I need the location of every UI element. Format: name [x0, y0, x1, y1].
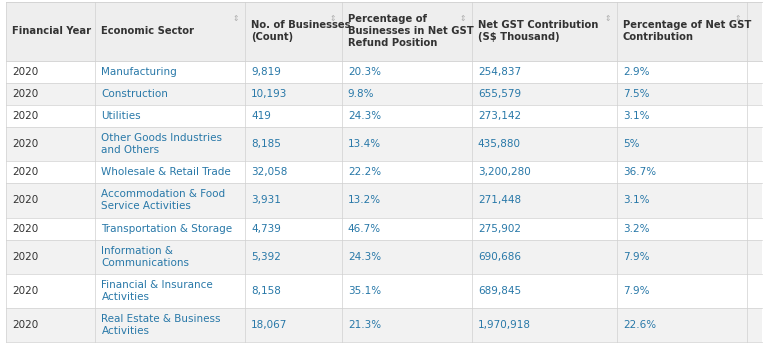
Text: 689,845: 689,845	[478, 286, 521, 296]
Text: 5%: 5%	[623, 139, 640, 149]
Text: 7.5%: 7.5%	[623, 89, 650, 99]
Text: 2.9%: 2.9%	[623, 67, 650, 77]
Text: 2020: 2020	[12, 195, 38, 206]
Text: 10,193: 10,193	[251, 89, 287, 99]
Text: 46.7%: 46.7%	[348, 224, 381, 234]
Text: 36.7%: 36.7%	[623, 167, 656, 177]
Bar	[6, 183, 762, 218]
Text: Net GST Contribution
(S$ Thousand): Net GST Contribution (S$ Thousand)	[478, 20, 598, 43]
Text: 2020: 2020	[12, 224, 38, 234]
Text: 271,448: 271,448	[478, 195, 521, 206]
Text: 435,880: 435,880	[478, 139, 521, 149]
Text: 2020: 2020	[12, 67, 38, 77]
Text: Economic Sector: Economic Sector	[101, 27, 194, 36]
Text: Information &
Communications: Information & Communications	[101, 246, 190, 267]
Text: 2020: 2020	[12, 111, 38, 121]
Text: 3.2%: 3.2%	[623, 224, 650, 234]
Text: Transportation & Storage: Transportation & Storage	[101, 224, 233, 234]
Text: 18,067: 18,067	[251, 320, 287, 330]
Text: 35.1%: 35.1%	[348, 286, 381, 296]
Text: Percentage of Net GST
Contribution: Percentage of Net GST Contribution	[623, 20, 751, 43]
Text: 275,902: 275,902	[478, 224, 521, 234]
Text: 9,819: 9,819	[251, 67, 281, 77]
Text: ⇕: ⇕	[233, 14, 239, 23]
Text: 13.2%: 13.2%	[348, 195, 381, 206]
Text: 5,392: 5,392	[251, 252, 281, 262]
Text: 690,686: 690,686	[478, 252, 521, 262]
Text: 3.1%: 3.1%	[623, 195, 650, 206]
Text: 2020: 2020	[12, 320, 38, 330]
Text: 22.2%: 22.2%	[348, 167, 381, 177]
Text: 22.6%: 22.6%	[623, 320, 656, 330]
Bar	[6, 239, 762, 274]
Text: Utilities: Utilities	[101, 111, 141, 121]
Text: 254,837: 254,837	[478, 67, 521, 77]
Text: 3.1%: 3.1%	[623, 111, 650, 121]
Text: Real Estate & Business
Activities: Real Estate & Business Activities	[101, 314, 221, 336]
Text: ⇕: ⇕	[459, 14, 465, 23]
Text: 2020: 2020	[12, 89, 38, 99]
Text: Other Goods Industries
and Others: Other Goods Industries and Others	[101, 133, 223, 155]
Text: 13.4%: 13.4%	[348, 139, 381, 149]
Bar	[6, 83, 762, 105]
Text: Financial Year: Financial Year	[12, 27, 91, 36]
Text: No. of Businesses
(Count): No. of Businesses (Count)	[251, 20, 351, 43]
Text: Financial & Insurance
Activities: Financial & Insurance Activities	[101, 280, 214, 302]
Text: 2020: 2020	[12, 167, 38, 177]
Bar	[6, 218, 762, 239]
Text: 3,200,280: 3,200,280	[478, 167, 531, 177]
Text: 20.3%: 20.3%	[348, 67, 381, 77]
Text: 8,158: 8,158	[251, 286, 281, 296]
Text: 273,142: 273,142	[478, 111, 521, 121]
Bar	[6, 61, 762, 83]
Text: Construction: Construction	[101, 89, 168, 99]
Text: 2020: 2020	[12, 286, 38, 296]
Text: 3,931: 3,931	[251, 195, 281, 206]
Text: 2020: 2020	[12, 252, 38, 262]
Text: 419: 419	[251, 111, 271, 121]
Text: ⇕: ⇕	[604, 14, 611, 23]
Text: 2020: 2020	[12, 139, 38, 149]
Text: 9.8%: 9.8%	[348, 89, 374, 99]
Text: 4,739: 4,739	[251, 224, 281, 234]
Text: Wholesale & Retail Trade: Wholesale & Retail Trade	[101, 167, 231, 177]
Text: Percentage of
Businesses in Net GST
Refund Position: Percentage of Businesses in Net GST Refu…	[348, 15, 474, 48]
Text: ⇕: ⇕	[734, 14, 740, 23]
Bar	[6, 274, 762, 308]
Text: 21.3%: 21.3%	[348, 320, 381, 330]
Bar	[6, 105, 762, 127]
Text: 655,579: 655,579	[478, 89, 521, 99]
Bar	[6, 2, 762, 61]
Text: 24.3%: 24.3%	[348, 111, 381, 121]
Text: 7.9%: 7.9%	[623, 252, 650, 262]
Bar	[6, 161, 762, 183]
Text: Manufacturing: Manufacturing	[101, 67, 177, 77]
Text: Accommodation & Food
Service Activities: Accommodation & Food Service Activities	[101, 190, 226, 211]
Text: 8,185: 8,185	[251, 139, 281, 149]
Text: 32,058: 32,058	[251, 167, 287, 177]
Text: 7.9%: 7.9%	[623, 286, 650, 296]
Text: ⇕: ⇕	[329, 14, 336, 23]
Text: 1,970,918: 1,970,918	[478, 320, 531, 330]
Text: 24.3%: 24.3%	[348, 252, 381, 262]
Bar	[6, 308, 762, 342]
Bar	[6, 127, 762, 161]
